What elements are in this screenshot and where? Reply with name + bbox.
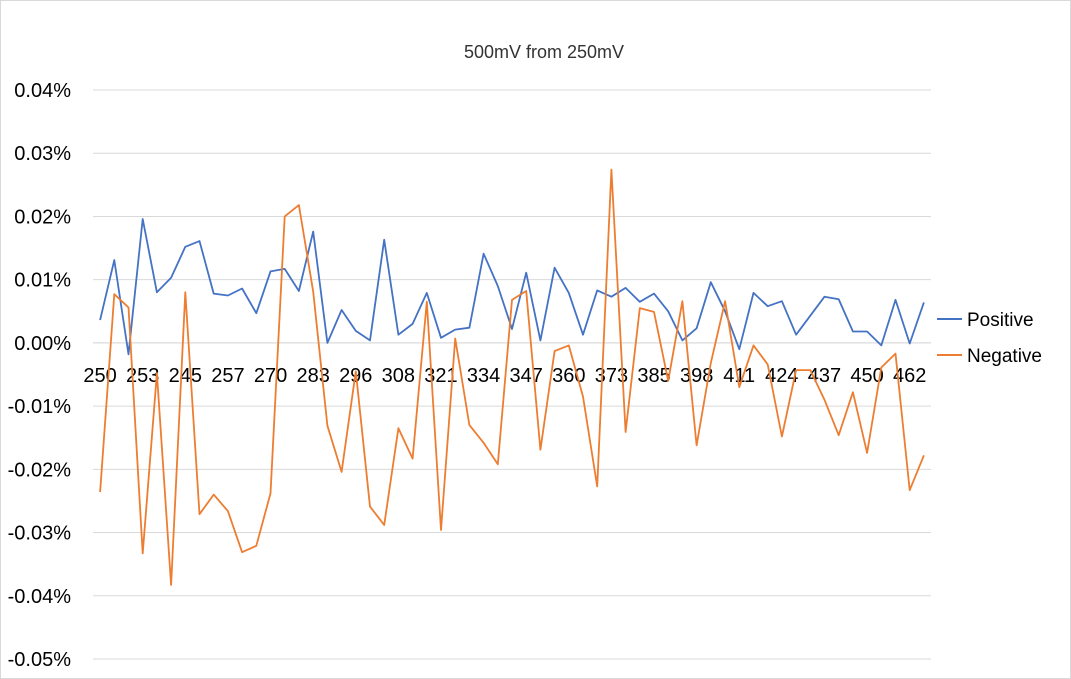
x-tick-label: 347 [510,365,543,387]
x-tick-label: 270 [254,365,287,387]
x-tick-label: 245 [169,365,202,387]
x-tick-label: 450 [850,365,883,387]
y-tick-label: -0.02% [8,459,72,481]
y-tick-label: 0.04% [14,80,71,102]
x-tick-label: 411 [723,365,755,387]
y-tick-label: 0.02% [14,206,71,228]
y-tick-label: 0.01% [14,270,71,292]
x-tick-label: 257 [211,365,244,387]
chart-title: 500mV from 250mV [464,42,624,62]
x-tick-label: 398 [680,365,713,387]
x-tick-label: 334 [467,365,500,387]
series-line-negative [99,168,925,586]
x-tick-label: 283 [296,365,329,387]
x-tick-label: 253 [126,365,159,387]
y-axis-ticks: 0.04% 0.03% 0.02% 0.01% 0.00% -0.01% -0.02% -0.… [8,80,72,671]
x-tick-label: 250 [83,365,116,387]
y-tick-label: -0.04% [8,586,72,608]
legend-label-positive: Positive [967,310,1034,331]
x-tick-label: 424 [765,365,798,387]
x-tick-label: 308 [382,365,415,387]
series-lines [99,168,925,586]
y-tick-label: -0.01% [8,396,72,418]
y-tick-label: -0.05% [8,649,72,671]
y-tick-label: 0.03% [14,143,71,165]
y-tick-label: -0.03% [8,523,72,545]
y-tick-label: 0.00% [14,333,71,355]
x-tick-label: 360 [552,365,585,387]
x-tick-label: 385 [637,365,670,387]
legend-label-negative: Negative [967,346,1042,367]
x-tick-label: 462 [893,365,926,387]
legend: Positive Negative [937,310,1042,367]
series-line-positive [99,218,925,356]
